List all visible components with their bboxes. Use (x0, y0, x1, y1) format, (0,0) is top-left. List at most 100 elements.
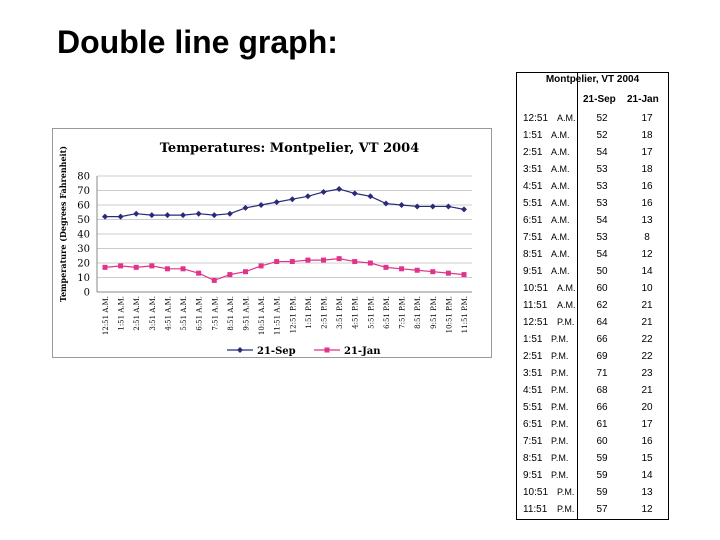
row-jan-value: 18 (641, 164, 653, 175)
row-sep-value: 60 (596, 283, 608, 294)
x-tick-label: 11:51 P.M. (461, 296, 469, 333)
row-sep-value: 50 (596, 266, 608, 277)
y-axis-label: Temperature (Degrees Fahrenheit) (58, 146, 68, 302)
table-body: 12:51 A.M. 52 17 1:51 A.M. 52 18 2:51 A.M. 54 17 3:5… (517, 111, 668, 519)
data-point-sep (258, 202, 265, 208)
row-jan-value: 23 (641, 368, 653, 379)
row-ampm: P.M. (557, 504, 575, 514)
row-ampm: P.M. (551, 436, 569, 446)
table-row: 6:51 A.M. 54 13 (517, 213, 668, 230)
row-sep-value: 54 (596, 147, 608, 158)
data-point-jan (430, 269, 436, 275)
data-point-jan (321, 257, 327, 263)
row-jan-value: 16 (641, 198, 653, 209)
row-time: 8:51 (523, 453, 543, 464)
row-jan-value: 17 (641, 147, 653, 158)
row-time: 5:51 (523, 402, 543, 413)
x-tick-label: 9:51 P.M. (430, 296, 438, 329)
data-point-sep (398, 202, 405, 208)
data-point-jan (414, 267, 420, 273)
y-tick-label: 70 (77, 186, 90, 197)
data-point-sep (304, 193, 311, 200)
row-time: 2:51 (523, 147, 543, 158)
row-time: 3:51 (523, 368, 543, 379)
table-row: 8:51 P.M. 59 15 (517, 451, 668, 468)
data-point-sep (148, 212, 155, 219)
data-point-sep (445, 203, 452, 210)
table-row: 10:51 A.M. 60 10 (517, 281, 668, 298)
row-sep-value: 66 (596, 402, 608, 413)
data-point-jan (211, 277, 217, 283)
row-ampm: P.M. (551, 351, 569, 361)
data-point-jan (399, 266, 405, 272)
x-tick-label: 10:51 A.M. (258, 296, 266, 335)
x-tick-label: 7:51 A.M. (211, 296, 219, 331)
table-row: 11:51 P.M. 57 12 (517, 502, 668, 519)
data-point-sep (117, 213, 124, 220)
table-row: 9:51 A.M. 50 14 (517, 264, 668, 281)
data-point-jan (274, 259, 280, 265)
row-jan-value: 21 (641, 300, 653, 311)
data-point-jan (227, 272, 233, 278)
x-tick-label: 2:51 P.M. (321, 296, 329, 329)
data-table: Montpelier, VT 2004 21-Sep 21-Jan 12:51 A… (516, 72, 669, 520)
x-tick-label: 5:51 P.M. (367, 296, 375, 329)
data-point-sep (195, 210, 202, 217)
row-ampm: A.M. (551, 249, 570, 259)
row-ampm: P.M. (551, 368, 569, 378)
row-sep-value: 69 (596, 351, 608, 362)
data-point-sep (336, 186, 343, 193)
chart-title: Temperatures: Montpelier, VT 2004 (160, 141, 420, 156)
table-row: 2:51 A.M. 54 17 (517, 145, 668, 162)
row-time: 10:51 (523, 283, 549, 294)
data-point-jan (445, 270, 451, 276)
table-title: Montpelier, VT 2004 (545, 74, 640, 85)
data-point-jan (180, 266, 186, 272)
table-row: 4:51 P.M. 68 21 (517, 383, 668, 400)
y-tick-label: 20 (77, 259, 90, 270)
table-row: 5:51 A.M. 53 16 (517, 196, 668, 213)
data-point-sep (414, 203, 421, 210)
table-row: 5:51 P.M. 66 20 (517, 400, 668, 417)
data-point-sep (289, 196, 296, 203)
table-row: 3:51 A.M. 53 18 (517, 162, 668, 179)
x-tick-label: 3:51 P.M. (336, 296, 344, 329)
data-point-sep (320, 188, 327, 195)
data-point-jan (102, 264, 108, 270)
row-jan-value: 16 (641, 436, 653, 447)
row-time: 7:51 (523, 436, 543, 447)
row-sep-value: 61 (596, 419, 608, 430)
data-point-sep (211, 212, 218, 219)
row-sep-value: 57 (596, 504, 608, 515)
data-point-sep (226, 210, 233, 217)
row-ampm: P.M. (551, 402, 569, 412)
data-point-sep (164, 212, 171, 219)
data-point-sep (382, 200, 389, 207)
row-sep-value: 59 (596, 453, 608, 464)
row-ampm: P.M. (551, 385, 569, 395)
row-jan-value: 13 (641, 487, 653, 498)
row-sep-value: 71 (596, 368, 608, 379)
x-tick-label: 12:51 A.M. (102, 296, 110, 335)
row-sep-value: 53 (596, 198, 608, 209)
table-row: 10:51 P.M. 59 13 (517, 485, 668, 502)
row-ampm: P.M. (551, 453, 569, 463)
data-point-jan (352, 259, 358, 265)
y-tick-label: 0 (84, 288, 90, 299)
row-jan-value: 18 (641, 130, 653, 141)
row-sep-value: 59 (596, 487, 608, 498)
row-ampm: A.M. (551, 130, 570, 140)
data-point-sep (351, 190, 358, 197)
row-sep-value: 53 (596, 232, 608, 243)
table-row: 1:51 A.M. 52 18 (517, 128, 668, 145)
row-time: 4:51 (523, 181, 543, 192)
row-ampm: A.M. (551, 198, 570, 208)
slide-title: Double line graph: (57, 24, 338, 60)
x-tick-label: 12:51 P.M. (289, 296, 297, 333)
row-ampm: A.M. (551, 232, 570, 242)
row-ampm: A.M. (557, 113, 576, 123)
row-sep-value: 53 (596, 164, 608, 175)
legend-label-jan: 21-Jan (344, 346, 381, 357)
row-time: 11:51 (523, 300, 548, 311)
data-point-jan (336, 256, 342, 262)
